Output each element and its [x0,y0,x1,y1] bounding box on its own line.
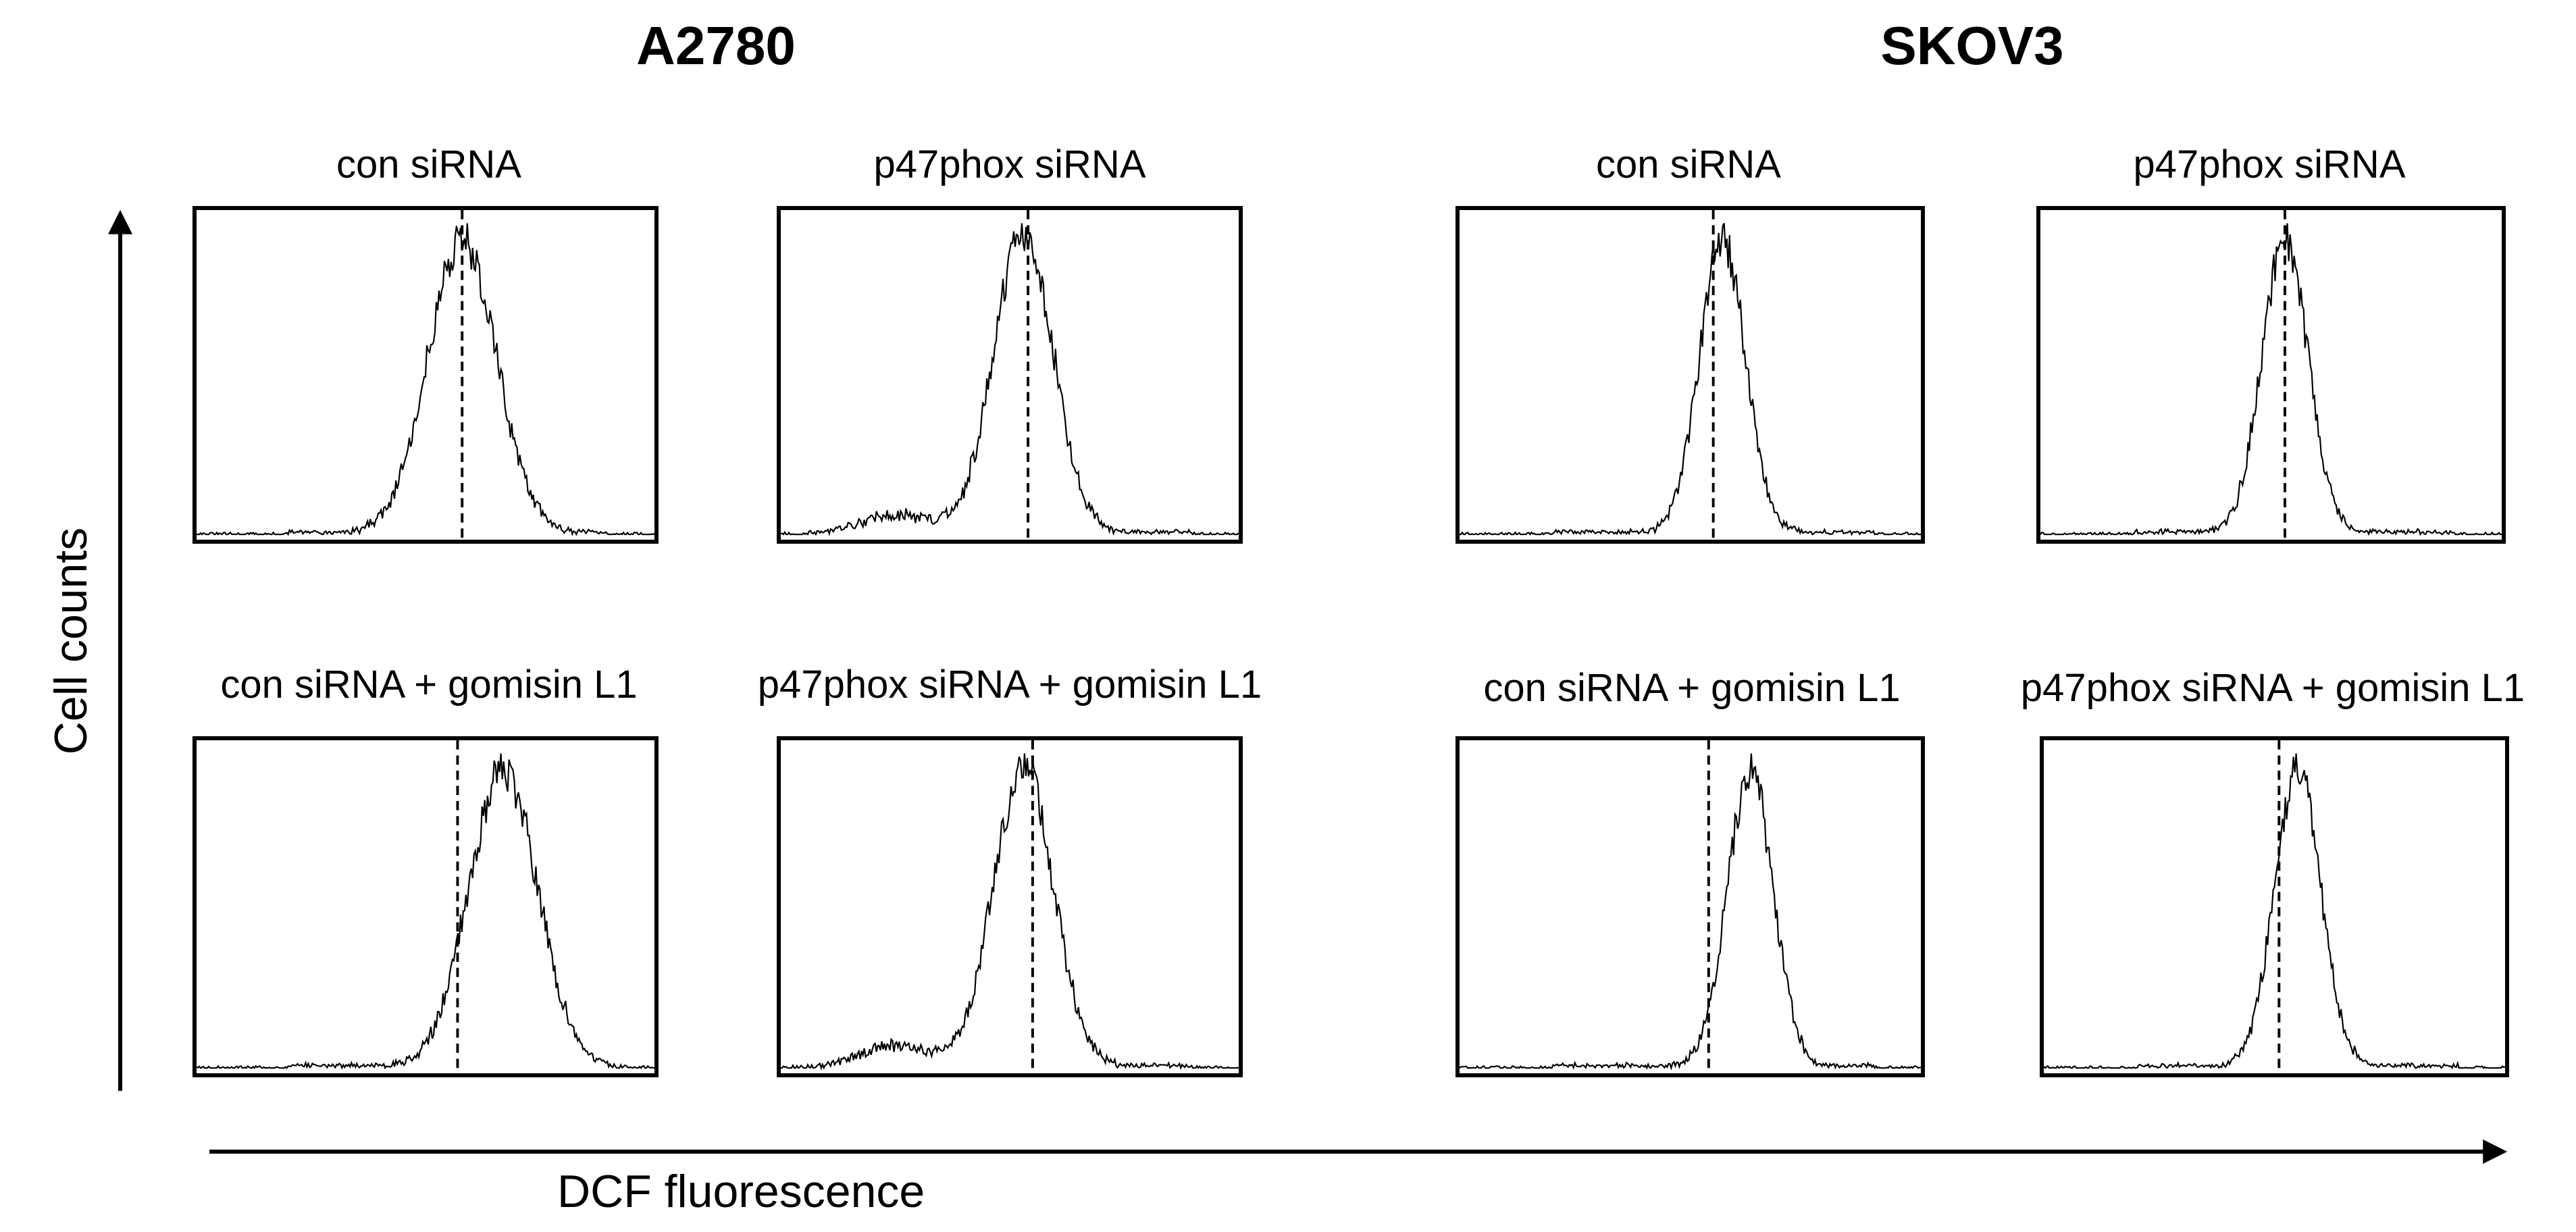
histogram-panel [1456,736,1925,1077]
histogram-panel [2040,736,2509,1077]
histogram-curve [1460,223,1921,536]
y-axis-label: Cell counts [45,527,97,755]
panel-title: con siRNA [336,143,521,186]
histogram-panel [1456,206,1925,544]
histogram-curve [2044,753,2505,1070]
panel-title: con siRNA [1596,143,1781,186]
histogram-panel [192,736,659,1077]
histogram-curve [197,753,654,1070]
histogram-panel [2036,206,2506,544]
panel-title: p47phox siRNA [873,143,1146,186]
histogram-curve [1460,753,1921,1071]
histogram-curve [781,223,1239,536]
x-axis-label: DCF fluorescence [557,1166,925,1217]
panel-title: p47phox siRNA + gomisin L1 [2020,666,2525,710]
panel-title: p47phox siRNA + gomisin L1 [757,663,1262,707]
histogram-panel [192,206,659,544]
panel-title: con siRNA + gomisin L1 [1483,666,1901,710]
histogram-curve [197,223,654,536]
histogram-panel [777,206,1243,544]
group-title-a2780: A2780 [636,16,796,76]
panel-title: con siRNA + gomisin L1 [220,663,638,707]
histogram-curve [781,753,1239,1071]
histogram-curve [2040,223,2502,536]
panel-title: p47phox siRNA [2133,143,2406,186]
histogram-panel [777,736,1243,1077]
group-title-skov3: SKOV3 [1880,16,2064,76]
